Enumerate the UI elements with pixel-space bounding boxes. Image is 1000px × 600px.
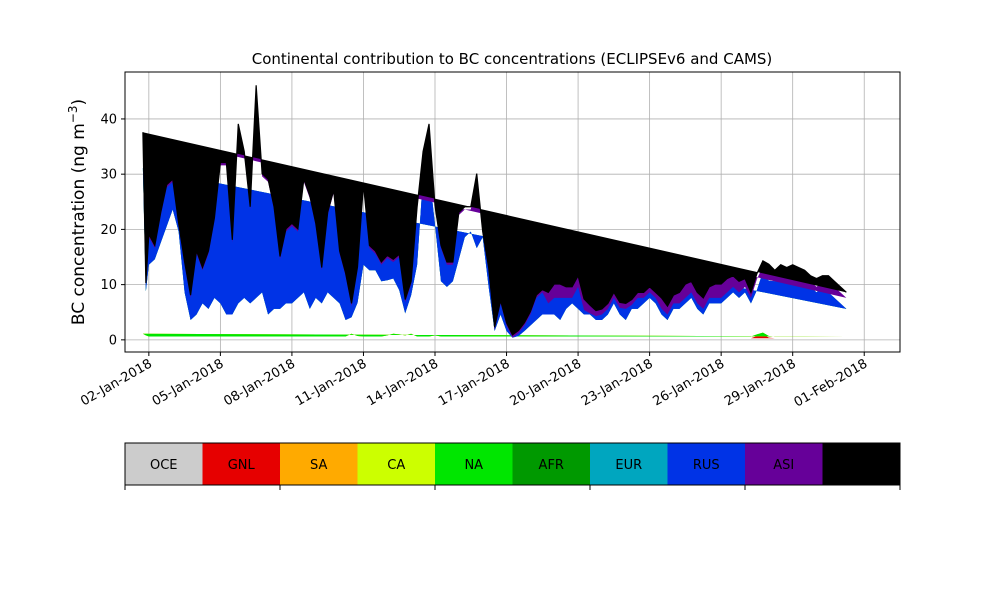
area-na	[142, 332, 847, 337]
y-axis-label-close: )	[69, 99, 89, 106]
y-axis: 0 10 20 30 40	[100, 112, 125, 348]
x-tick-label: 17-Jan-2018	[436, 356, 513, 409]
legend-label: EUR	[615, 458, 642, 473]
y-tick-label: 40	[100, 112, 117, 127]
y-axis-label: BC concentration (ng m−3)	[66, 99, 89, 325]
legend-label: OCE	[150, 458, 178, 473]
legend-frame	[124, 442, 901, 486]
chart-title: Continental contribution to BC concentra…	[252, 50, 773, 68]
x-tick-label: 08-Jan-2018	[221, 356, 298, 409]
x-tick-label: 02-Jan-2018	[78, 356, 155, 409]
legend-label: RUS	[693, 458, 720, 473]
y-axis-label-exponent: −3	[66, 105, 80, 123]
legend-swatch-asi	[745, 443, 823, 485]
x-tick-label: 01-Feb-2018	[792, 356, 871, 410]
legend-swatch-eur	[590, 443, 668, 485]
legend-swatch-na	[435, 443, 513, 485]
legend-label: CA	[387, 458, 405, 473]
y-tick-label: 0	[109, 333, 117, 348]
y-tick-label: 30	[100, 168, 117, 183]
stacked-areas	[142, 85, 847, 339]
legend-label: NA	[464, 458, 483, 473]
x-tick-label: 26-Jan-2018	[651, 356, 728, 409]
legend-label: ASI	[773, 458, 794, 473]
legend-swatch-ca	[357, 443, 435, 485]
legend-swatch-aus	[822, 443, 900, 485]
x-axis: 02-Jan-201805-Jan-201808-Jan-201811-Jan-…	[78, 352, 870, 410]
x-tick-label: 20-Jan-2018	[507, 356, 584, 409]
legend-swatch-sa	[280, 443, 358, 485]
legend-label: SA	[310, 458, 327, 473]
legend-label: AFR	[539, 458, 564, 473]
legend-label: AUS	[848, 458, 875, 473]
y-tick-label: 20	[100, 223, 117, 238]
legend-swatch-rus	[667, 443, 745, 485]
legend-label: GNL	[228, 458, 256, 473]
x-tick-label: 14-Jan-2018	[364, 356, 441, 409]
legend-colorbar: OCE GNL SA CA NA AFR EUR RUS ASI AUS	[124, 442, 901, 490]
plot-frame	[124, 71, 901, 353]
x-tick-label: 23-Jan-2018	[579, 356, 656, 409]
x-tick-label: 29-Jan-2018	[722, 356, 799, 409]
legend-swatch-afr	[512, 443, 590, 485]
area-aus	[142, 85, 847, 335]
x-tick-label: 11-Jan-2018	[293, 356, 370, 409]
x-tick-label: 05-Jan-2018	[150, 356, 227, 409]
total-outline	[142, 85, 847, 336]
legend-swatch-oce	[125, 443, 203, 485]
y-tick-label: 10	[100, 278, 117, 293]
legend-swatch-gnl	[202, 443, 280, 485]
